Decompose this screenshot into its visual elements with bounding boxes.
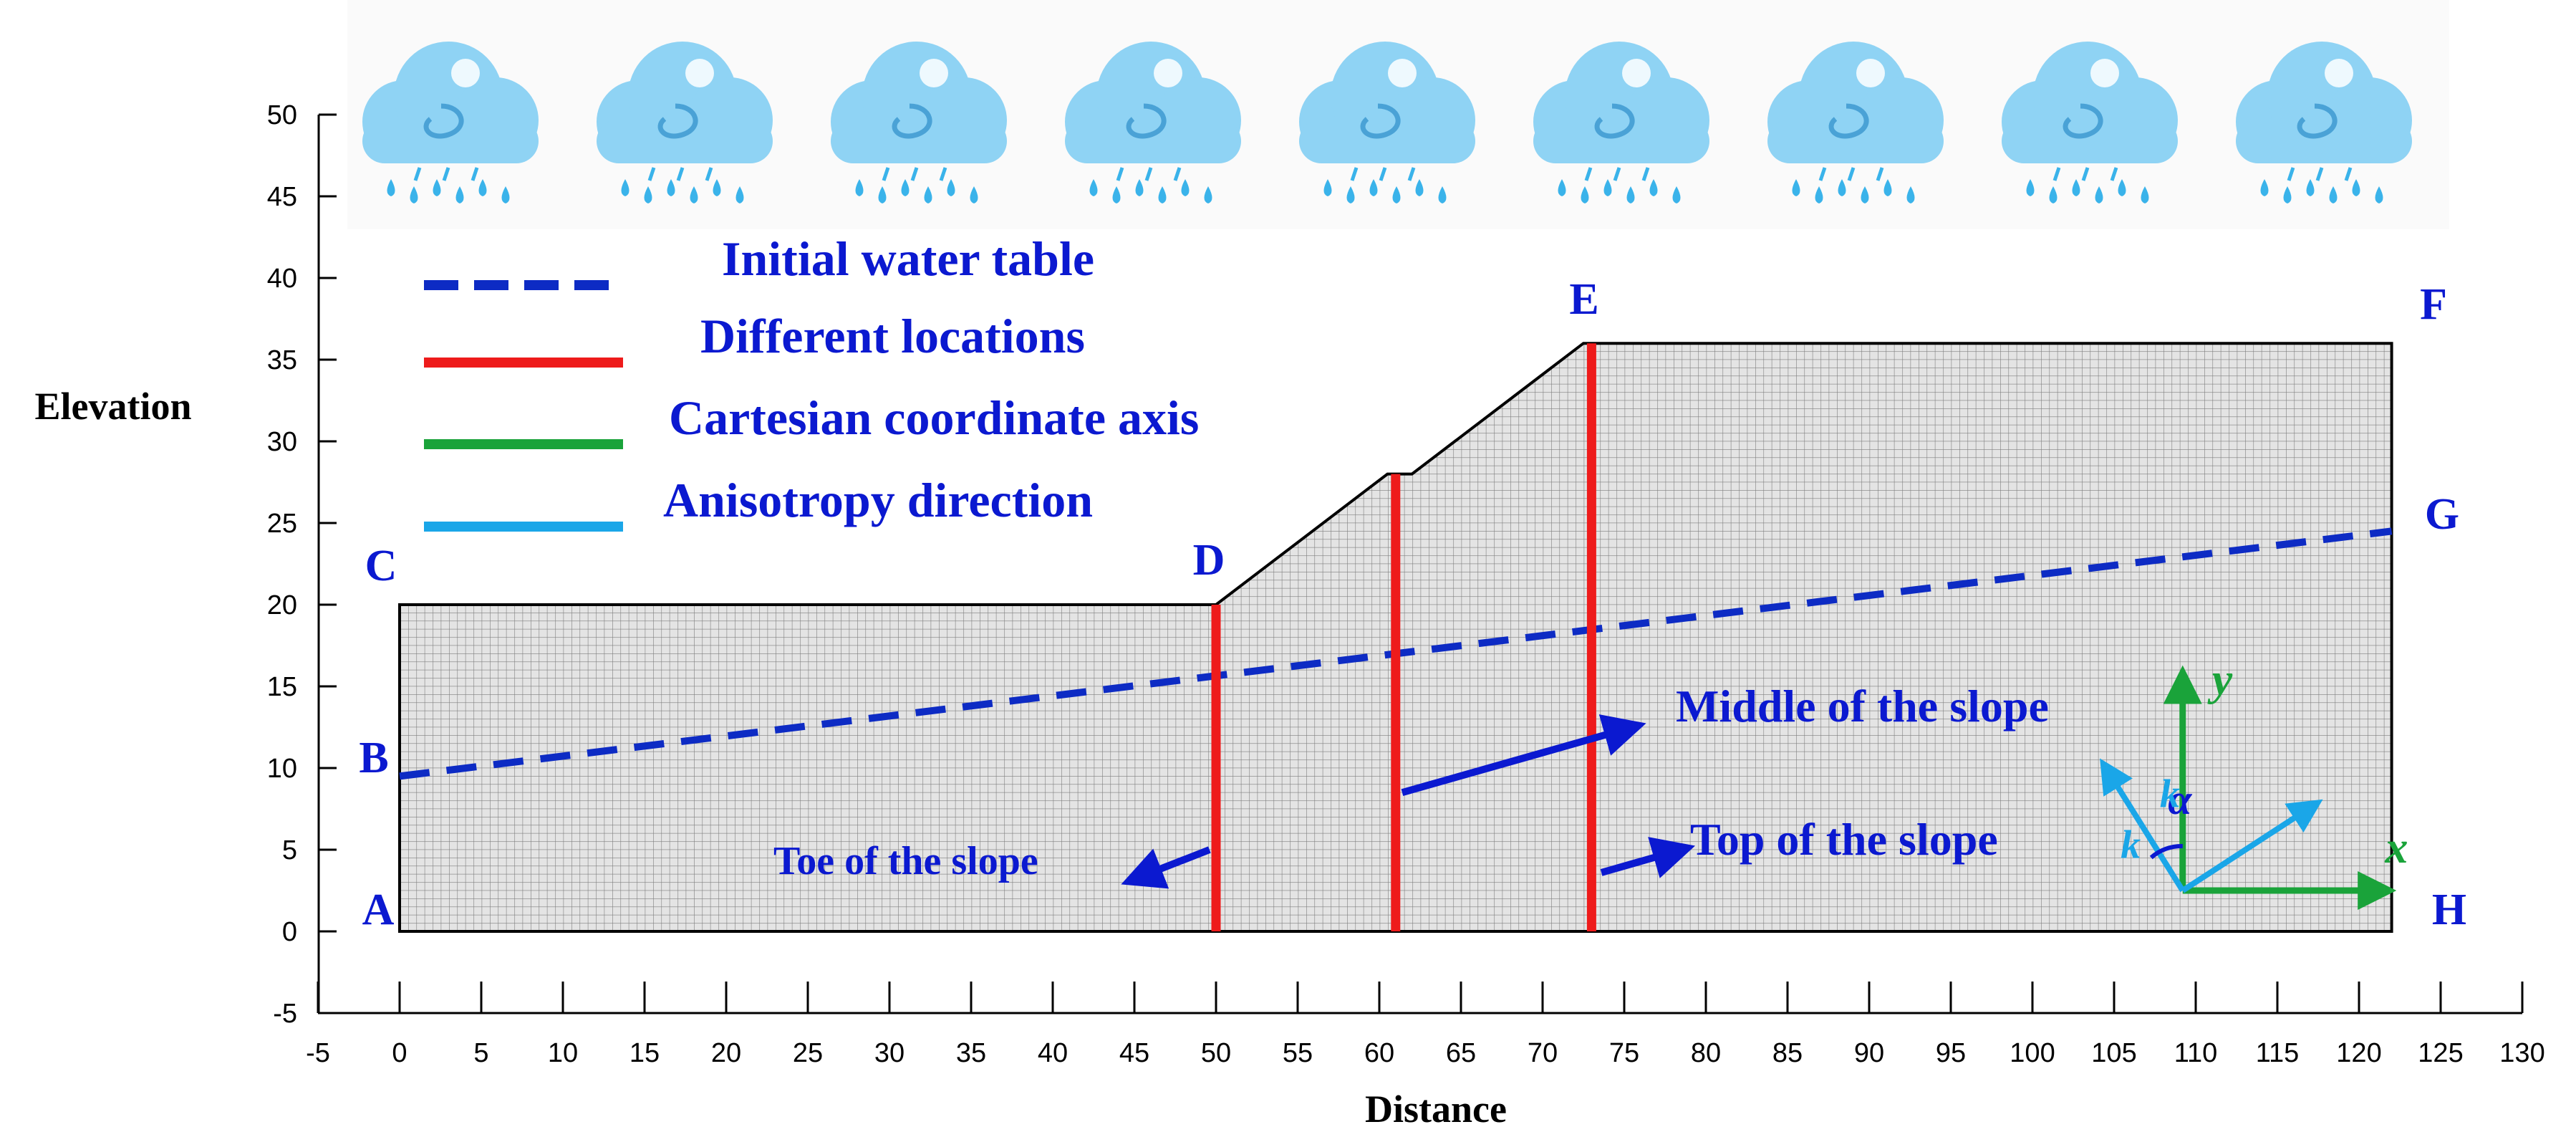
x-tick-label: 110 — [2174, 1038, 2218, 1068]
anisotropy-major-direction — [2181, 799, 2323, 893]
x-axis-symbol: x — [2384, 822, 2408, 873]
point-label-b: B — [359, 734, 388, 782]
k-minor-symbol: k — [2121, 822, 2141, 867]
y-tick-label: 30 — [267, 427, 297, 457]
rain-cloud-icon — [2236, 42, 2412, 203]
rain-cloud-icon — [1533, 42, 1709, 203]
y-tick-label: 35 — [267, 345, 297, 375]
x-tick-label: 130 — [2499, 1038, 2544, 1068]
top-of-slope-label: Top of the slope — [1690, 814, 1998, 865]
y-tick-label: 0 — [282, 917, 297, 947]
x-tick-label: 20 — [711, 1038, 741, 1068]
axes: -5 0 5 10 15 20 25 30 35 40 45 50 -5 0 5 10 15 20 25 30 35 40… — [267, 100, 2545, 1068]
x-tick-label: 50 — [1201, 1038, 1231, 1068]
x-tick-label: 55 — [1283, 1038, 1313, 1068]
y-tick-label: 25 — [267, 509, 297, 539]
x-tick-label: 90 — [1854, 1038, 1884, 1068]
rain-cloud-icon — [362, 42, 539, 203]
x-tick-label: 120 — [2336, 1038, 2381, 1068]
x-tick-label: 65 — [1446, 1038, 1476, 1068]
alpha-symbol: α — [2168, 776, 2192, 823]
legend-label: Anisotropy direction — [663, 473, 1093, 527]
x-tick-label: 100 — [2010, 1038, 2055, 1068]
y-tick-label: 15 — [267, 672, 297, 702]
x-tick-label: 115 — [2256, 1038, 2300, 1068]
toe-arrow — [1121, 846, 1211, 889]
legend-label: Different locations — [700, 309, 1085, 363]
x-tick-label: 105 — [2091, 1038, 2136, 1068]
y-tick-label: 45 — [267, 182, 297, 212]
legend-label: Cartesian coordinate axis — [669, 390, 1199, 445]
x-tick-label: 125 — [2418, 1038, 2463, 1068]
x-tick-label: 5 — [473, 1038, 488, 1068]
point-label-a: A — [362, 886, 395, 934]
point-label-f: F — [2420, 280, 2447, 329]
x-tick-label: 25 — [793, 1038, 823, 1068]
rain-cloud-icon — [1065, 42, 1241, 203]
location-annotations: Toe of the slope Middle of the slope Top o… — [773, 681, 2049, 889]
legend-label: Initial water table — [722, 231, 1094, 286]
point-label-c: C — [365, 542, 397, 590]
x-tick-label: 70 — [1528, 1038, 1558, 1068]
x-tick-label: 30 — [874, 1038, 905, 1068]
rain-cloud-icon — [597, 42, 773, 203]
point-labels: A B C D E F G H — [359, 275, 2466, 934]
x-tick-label: 0 — [392, 1038, 407, 1068]
y-tick-label: 40 — [267, 264, 297, 294]
x-tick-label: 45 — [1119, 1038, 1149, 1068]
anisotropy-minor-direction — [2100, 758, 2186, 893]
rain-cloud-icon — [831, 42, 1007, 203]
k-major-symbol: k — [2160, 772, 2180, 817]
middle-of-slope-label: Middle of the slope — [1676, 681, 2049, 731]
rain-cloud-icon — [2002, 42, 2178, 203]
point-label-g: G — [2425, 490, 2459, 539]
point-label-h: H — [2432, 886, 2466, 934]
x-tick-label: 10 — [548, 1038, 578, 1068]
x-tick-label: 80 — [1691, 1038, 1721, 1068]
legend: Initial water table Different locations Ca… — [424, 231, 1199, 532]
middle-arrow — [1401, 714, 1646, 797]
y-tick-label: -5 — [273, 999, 297, 1029]
x-tick-label: 60 — [1364, 1038, 1394, 1068]
rain-cloud-row — [362, 42, 2412, 203]
x-axis-title: Distance — [1365, 1088, 1507, 1131]
x-tick-label: 75 — [1609, 1038, 1639, 1068]
x-tick-label: 15 — [629, 1038, 660, 1068]
toe-of-slope-label: Toe of the slope — [773, 839, 1038, 883]
y-tick-label: 50 — [267, 100, 297, 130]
angle-arc — [2149, 843, 2183, 860]
x-tick-label: -5 — [306, 1038, 330, 1068]
x-tick-label: 40 — [1038, 1038, 1068, 1068]
rain-cloud-icon — [1299, 42, 1475, 203]
rain-cloud-icon — [1767, 42, 1944, 203]
x-tick-label: 35 — [956, 1038, 986, 1068]
y-tick-label: 20 — [267, 590, 297, 620]
location-lines — [1211, 343, 1596, 931]
y-tick-label: 10 — [267, 754, 297, 784]
x-tick-label: 95 — [1936, 1038, 1966, 1068]
point-label-e: E — [1569, 275, 1598, 324]
x-tick-label: 85 — [1772, 1038, 1803, 1068]
y-tick-label: 5 — [282, 835, 297, 865]
point-label-d: D — [1193, 536, 1225, 585]
top-arrow — [1600, 837, 1696, 878]
y-axis-title: Elevation — [34, 385, 191, 428]
